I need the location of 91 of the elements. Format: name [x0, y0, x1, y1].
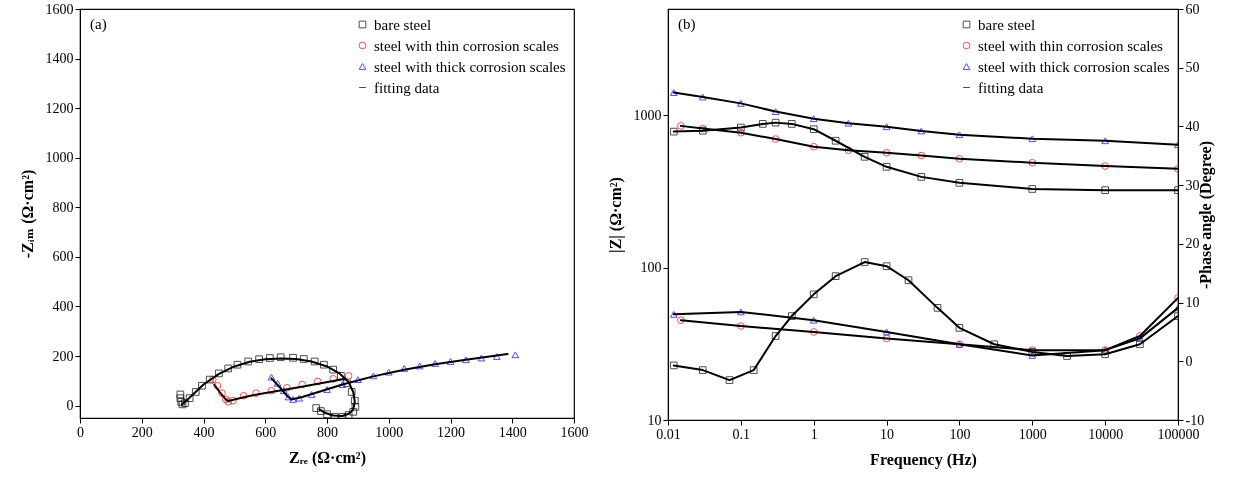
y-tick-label: 800: [52, 199, 74, 215]
point: [181, 399, 189, 407]
x-tick-label: 1600: [560, 424, 589, 440]
x-tick-label: 100: [949, 426, 971, 442]
point: [344, 372, 353, 380]
point: [344, 411, 353, 418]
point: [350, 396, 359, 405]
point: [384, 368, 393, 376]
y2-tick-label: 0: [1185, 353, 1193, 369]
point: [233, 360, 242, 369]
point: [215, 369, 223, 378]
x-tick-label: 0: [77, 424, 84, 440]
point: [354, 376, 362, 383]
y-tick-label: 10: [647, 412, 662, 428]
point: [415, 362, 424, 370]
point: [369, 372, 378, 380]
x-tick-label: 10: [880, 426, 895, 442]
x-tick-label: 400: [193, 424, 215, 440]
y-tick-label: 1400: [45, 51, 74, 67]
x-tick-label: 0.01: [656, 426, 681, 442]
x-tick-label: 1000: [1018, 426, 1047, 442]
legend-label: steel with thin corrosion scales: [978, 37, 1164, 54]
point: [198, 381, 206, 390]
point: [400, 365, 409, 372]
y2-tick-label: 60: [1185, 1, 1200, 17]
point: [244, 357, 253, 366]
point: [347, 388, 356, 396]
y-tick-label: 600: [52, 249, 74, 265]
y-tick-label: 100: [640, 260, 662, 276]
x-tick-label: 200: [131, 424, 153, 440]
x-tick-label: 0.1: [732, 426, 751, 442]
point: [316, 407, 325, 415]
point: [276, 353, 285, 362]
y2-tick-label: 20: [1185, 236, 1200, 252]
point: [176, 394, 185, 403]
y-tick-label: 400: [52, 298, 74, 314]
y-tick-label: 200: [52, 348, 74, 364]
point: [329, 365, 338, 374]
legend-label: fitting data: [978, 79, 1044, 96]
legend-label: steel with thin corrosion scales: [374, 37, 560, 54]
point: [351, 402, 360, 411]
x-tick-label: 1000: [375, 424, 404, 440]
x-tick-label: 1: [810, 426, 818, 442]
y2-tick-label: 50: [1185, 60, 1200, 76]
point: [446, 358, 455, 365]
point: [255, 355, 263, 364]
annotation: (a): [90, 16, 107, 33]
legend-label: steel with thick corrosion scales: [374, 58, 566, 75]
point: [289, 353, 297, 362]
x-tick-label: 600: [255, 424, 277, 440]
point: [191, 388, 200, 396]
point: [477, 354, 486, 362]
y-tick-label: 1200: [45, 100, 74, 116]
y2-tick-label: 30: [1185, 177, 1200, 193]
legend-label: bare steel: [978, 16, 1036, 33]
y-tick-label: 1000: [633, 107, 662, 123]
y-tick-label: 1600: [45, 1, 74, 17]
y2-tick-label: 10: [1185, 295, 1200, 311]
point: [176, 390, 185, 399]
x-tick-label: 800: [317, 424, 338, 440]
legend-label: bare steel: [374, 16, 432, 33]
point: [511, 351, 520, 359]
annotation: (b): [678, 16, 696, 33]
y-tick-label: 1000: [45, 150, 74, 166]
point: [349, 407, 358, 416]
point: [266, 354, 274, 362]
point: [312, 404, 321, 412]
y2-tick-label: 40: [1185, 118, 1200, 134]
point: [177, 398, 186, 406]
point: [323, 410, 331, 418]
y-axis-title: -Zᵢₘ (Ω·cm²): [18, 169, 37, 259]
point: [224, 364, 233, 373]
point: [178, 400, 187, 409]
point: [462, 356, 470, 364]
point: [320, 360, 328, 369]
x-axis-title: Zᵣₑ (Ω·cm²): [289, 448, 366, 467]
y2-tick-label: -10: [1185, 412, 1205, 428]
point: [299, 355, 308, 363]
x-tick-label: 1400: [498, 424, 527, 440]
point: [310, 357, 319, 366]
point: [431, 360, 439, 367]
x-tick-label: 1200: [437, 424, 465, 440]
x-tick-label: 10000: [1088, 426, 1124, 442]
y-axis-title: |Z| (Ω·cm²): [606, 177, 625, 253]
x-tick-label: 100000: [1157, 426, 1200, 442]
x-axis-title: Frequency (Hz): [870, 450, 977, 469]
point: [185, 394, 194, 403]
legend-label: fitting data: [374, 79, 440, 96]
legend-label: steel with thick corrosion scales: [978, 58, 1170, 75]
point: [492, 353, 501, 360]
y-tick-label: 0: [66, 398, 74, 414]
